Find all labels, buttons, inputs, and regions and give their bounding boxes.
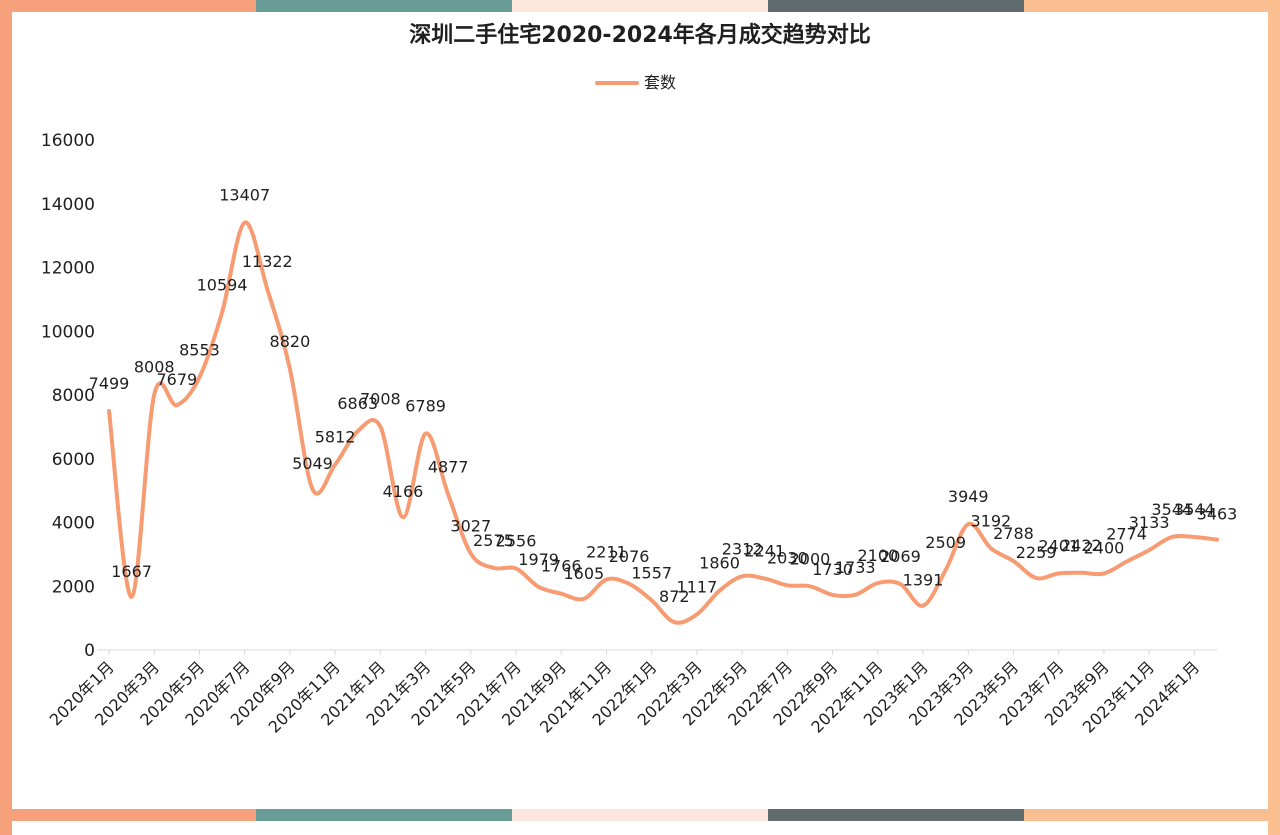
band-segment-1 [0, 0, 256, 12]
x-axis: 2020年1月2020年3月2020年5月2020年7月2020年9月2020年… [46, 650, 1203, 737]
y-tick-label: 8000 [52, 386, 95, 406]
data-label: 2076 [609, 547, 650, 566]
data-label: 1605 [563, 564, 604, 583]
data-label: 1391 [903, 571, 944, 590]
y-axis: 0 2000 4000 6000 8000 10000 12000 14000 16000 [41, 131, 95, 661]
data-label: 2211 [586, 543, 627, 562]
data-label: 2069 [880, 547, 921, 566]
data-label: 2030 [767, 548, 808, 567]
data-label: 7499 [89, 374, 130, 393]
band-segment-5 [1024, 0, 1280, 12]
y-tick-label: 16000 [41, 131, 95, 151]
y-tick-label: 12000 [41, 259, 95, 279]
band-segment-3 [512, 809, 768, 821]
data-label: 2774 [1106, 525, 1147, 544]
data-label: 6863 [337, 394, 378, 413]
data-label: 4166 [383, 482, 424, 501]
data-label: 7008 [360, 390, 401, 409]
data-label: 1733 [835, 558, 876, 577]
y-tick-label: 6000 [52, 450, 95, 470]
left-edge-stripe [0, 0, 12, 835]
data-label: 7679 [156, 370, 197, 389]
bottom-color-band [0, 809, 1280, 821]
data-label: 5812 [315, 428, 356, 447]
top-color-band [0, 0, 1280, 12]
legend: 套数 [595, 73, 676, 92]
data-label: 1557 [631, 563, 672, 582]
band-segment-5 [1024, 809, 1280, 821]
data-label: 8008 [134, 358, 175, 377]
data-label: 872 [659, 587, 690, 606]
band-segment-4 [768, 809, 1024, 821]
data-label: 1730 [812, 560, 853, 579]
data-label: 3949 [948, 487, 989, 506]
data-label: 3544 [1174, 500, 1215, 519]
data-label: 3544 [1151, 500, 1192, 519]
y-tick-label: 4000 [52, 514, 95, 534]
data-label: 3192 [971, 511, 1012, 530]
legend-label: 套数 [644, 73, 676, 92]
data-label: 8553 [179, 340, 220, 359]
band-segment-1 [0, 809, 256, 821]
plot-card: 深圳二手住宅2020-2024年各月成交趋势对比 套数 0 2000 4000 600… [12, 12, 1268, 809]
data-label: 2556 [496, 532, 537, 551]
data-label: 2241 [744, 542, 785, 561]
band-segment-2 [256, 0, 512, 12]
data-label: 3133 [1129, 513, 1170, 532]
data-label: 2400 [1084, 539, 1125, 558]
data-label: 1667 [111, 562, 152, 581]
data-label: 2312 [722, 539, 763, 558]
band-segment-2 [256, 809, 512, 821]
data-label: 1117 [677, 577, 718, 596]
data-label: 11322 [242, 252, 293, 271]
chart-title: 深圳二手住宅2020-2024年各月成交趋势对比 [409, 22, 871, 48]
data-label: 5049 [292, 454, 333, 473]
data-label: 4877 [428, 458, 469, 477]
data-label: 2259 [1016, 543, 1057, 562]
data-label: 2100 [857, 546, 898, 565]
data-label: 2422 [1061, 536, 1102, 555]
band-segment-4 [768, 0, 1024, 12]
y-tick-label: 0 [84, 641, 95, 661]
data-label: 10594 [197, 275, 248, 294]
data-label: 1766 [541, 557, 582, 576]
right-edge-stripe [1268, 0, 1280, 835]
data-label: 2401 [1038, 536, 1079, 555]
y-tick-label: 10000 [41, 322, 95, 342]
data-label: 6789 [405, 397, 446, 416]
band-segment-3 [512, 0, 768, 12]
data-label: 8820 [270, 332, 311, 351]
y-tick-label: 2000 [52, 577, 95, 597]
data-label: 2000 [790, 549, 831, 568]
data-label: 1860 [699, 554, 740, 573]
data-label: 3463 [1197, 505, 1238, 524]
data-label: 13407 [219, 186, 270, 205]
line-chart: 深圳二手住宅2020-2024年各月成交趋势对比 套数 0 2000 4000 600… [41, 22, 1238, 737]
data-label: 2509 [925, 533, 966, 552]
data-label: 2575 [473, 531, 514, 550]
data-label: 3027 [450, 517, 491, 536]
data-label: 2788 [993, 524, 1034, 543]
y-tick-label: 14000 [41, 195, 95, 215]
series-line-tao-shu [107, 220, 1219, 625]
data-label: 1979 [518, 550, 559, 569]
